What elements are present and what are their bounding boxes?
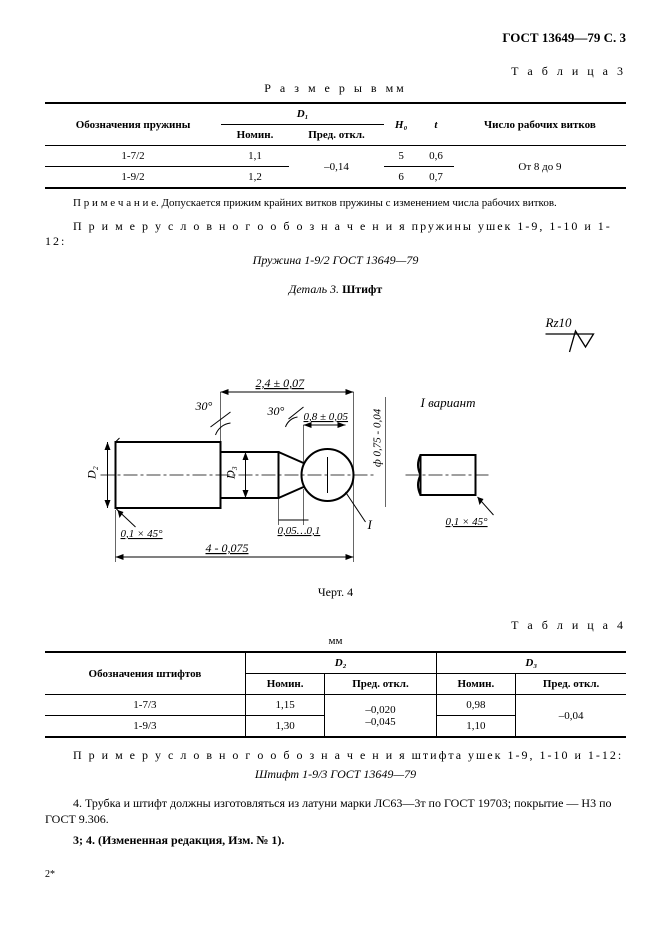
angle2: 30° — [267, 404, 285, 418]
example1-line: П р и м е р у с л о в н о г о о б о з н … — [45, 219, 626, 249]
t4-h-d3: D₃ — [436, 652, 626, 674]
t3-r1-h0: 6 — [384, 167, 418, 189]
t4-h-n1: Номин. — [245, 674, 325, 695]
t3-coilsval: От 8 до 9 — [454, 146, 626, 189]
t3-h-pred: Пред. откл. — [289, 125, 384, 146]
t3-r0-d1n: 1,1 — [221, 146, 289, 167]
fig-label: Черт. 4 — [45, 585, 626, 600]
example2-ital: Штифт 1-9/3 ГОСТ 13649—79 — [45, 767, 626, 782]
dim-bot1: 0,05…0,1 — [278, 525, 321, 537]
chamfer-r: 0,1 × 45° — [446, 516, 489, 528]
detail-title-a: Деталь 3. — [289, 282, 339, 296]
table3: Обозначения пружины D₁ H₀ t Число рабочи… — [45, 102, 626, 189]
detail-title: Деталь 3. Штифт — [45, 282, 626, 297]
t4-h-col1: Обозначения штифтов — [45, 652, 245, 695]
t4-r1-label: 1-9/3 — [45, 716, 245, 738]
table3-label: Т а б л и ц а 3 — [45, 64, 626, 79]
table3-caption: Р а з м е р ы в мм — [45, 81, 626, 96]
example2-a: П р и м е р у с л о в н о г о о б о з н … — [73, 748, 407, 762]
footer: 2* — [45, 869, 626, 880]
dim-bot2: 4 - 0,075 — [206, 541, 249, 555]
t4-d2dev-b: –0,045 — [331, 716, 429, 728]
svg-text:ф 0,75 - 0,04: ф 0,75 - 0,04 — [372, 408, 384, 467]
t4-r0-label: 1-7/3 — [45, 695, 245, 716]
svg-text:D₂: D₂ — [85, 466, 99, 480]
t3-h-t: t — [418, 103, 454, 146]
page-header: ГОСТ 13649—79 С. 3 — [45, 30, 626, 46]
t4-h-p2: Пред. откл. — [516, 674, 626, 695]
t3-r1-d1n: 1,2 — [221, 167, 289, 189]
chamfer-l: 0,1 × 45° — [121, 528, 164, 540]
t4-h-d2: D₂ — [245, 652, 436, 674]
example1-ital: Пружина 1-9/2 ГОСТ 13649—79 — [45, 253, 626, 268]
t3-d1dev: –0,14 — [289, 146, 384, 189]
t4-r0-d2n: 1,15 — [245, 695, 325, 716]
t3-r1-t: 0,7 — [418, 167, 454, 189]
t4-r1-d2n: 1,30 — [245, 716, 325, 738]
example2-b: штифта ушек 1-9, 1-10 и 1-12: — [407, 748, 624, 762]
t3-r0-t: 0,6 — [418, 146, 454, 167]
rz-text: Rz10 — [545, 315, 573, 330]
t3-r0-label: 1-7/2 — [45, 146, 221, 167]
detail-title-b: Штифт — [342, 282, 382, 296]
dim-top1: 2,4 ± 0,07 — [256, 376, 306, 390]
dim-top2: 0,8 ± 0,05 — [304, 411, 349, 423]
t4-r0-d3n: 0,98 — [436, 695, 516, 716]
t4-r1-d3n: 1,10 — [436, 716, 516, 738]
callout-I: I — [367, 517, 373, 532]
t3-h-h0: H₀ — [384, 103, 418, 146]
t3-h-nomin: Номин. — [221, 125, 289, 146]
table4-caption: мм — [45, 635, 626, 647]
t4-d2dev-a: –0,020 — [331, 704, 429, 716]
body-p1: 4. Трубка и штифт должны изготовляться и… — [45, 796, 626, 827]
t4-h-n2: Номин. — [436, 674, 516, 695]
variant: I вариант — [420, 395, 476, 410]
t3-h-col1: Обозначения пружины — [45, 103, 221, 146]
t3-r1-label: 1-9/2 — [45, 167, 221, 189]
drawing: Rz10 D₂ D₃ 30° 2,4 ± 0,07 30° 0,8 ± 0,05 — [45, 307, 626, 577]
t4-h-p1: Пред. откл. — [325, 674, 436, 695]
table4: Обозначения штифтов D₂ D₃ Номин. Пред. о… — [45, 651, 626, 738]
example1-a: П р и м е р у с л о в н о г о о б о з н … — [73, 219, 407, 233]
angle1: 30° — [195, 399, 213, 413]
t4-d3dev: –0,04 — [516, 695, 626, 738]
body-p2: 3; 4. (Измененная редакция, Изм. № 1). — [45, 833, 626, 849]
table3-note: П р и м е ч а н и е. Допускается прижим … — [45, 197, 626, 209]
t3-h-d1: D₁ — [221, 103, 384, 125]
svg-text:D₃: D₃ — [224, 466, 238, 480]
t4-d2dev: –0,020 –0,045 — [325, 695, 436, 738]
example2-line: П р и м е р у с л о в н о г о о б о з н … — [45, 748, 626, 763]
t3-r0-h0: 5 — [384, 146, 418, 167]
table4-label: Т а б л и ц а 4 — [45, 618, 626, 633]
t3-h-coils: Число рабочих витков — [454, 103, 626, 146]
